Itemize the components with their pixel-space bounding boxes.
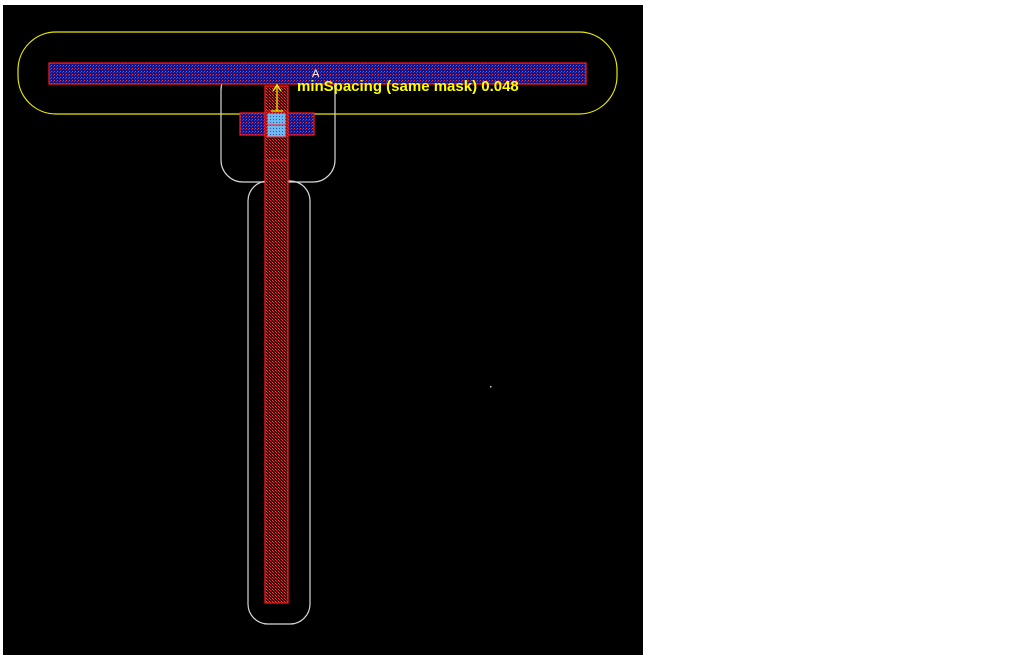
stray-point	[490, 386, 492, 388]
horizontal-metal-wire[interactable]	[48, 62, 587, 85]
horizontal-wire-halo	[17, 31, 618, 115]
drc-arrow-head	[272, 83, 282, 92]
layout-canvas[interactable]: A minSpacing (same mask) 0.048	[3, 5, 643, 655]
drc-marker-letter[interactable]: A	[312, 68, 320, 80]
vertical-metal-wire[interactable]	[264, 85, 289, 604]
layout-view[interactable]: A minSpacing (same mask) 0.048	[3, 5, 643, 655]
drc-violation-label[interactable]: minSpacing (same mask) 0.048	[297, 78, 519, 95]
